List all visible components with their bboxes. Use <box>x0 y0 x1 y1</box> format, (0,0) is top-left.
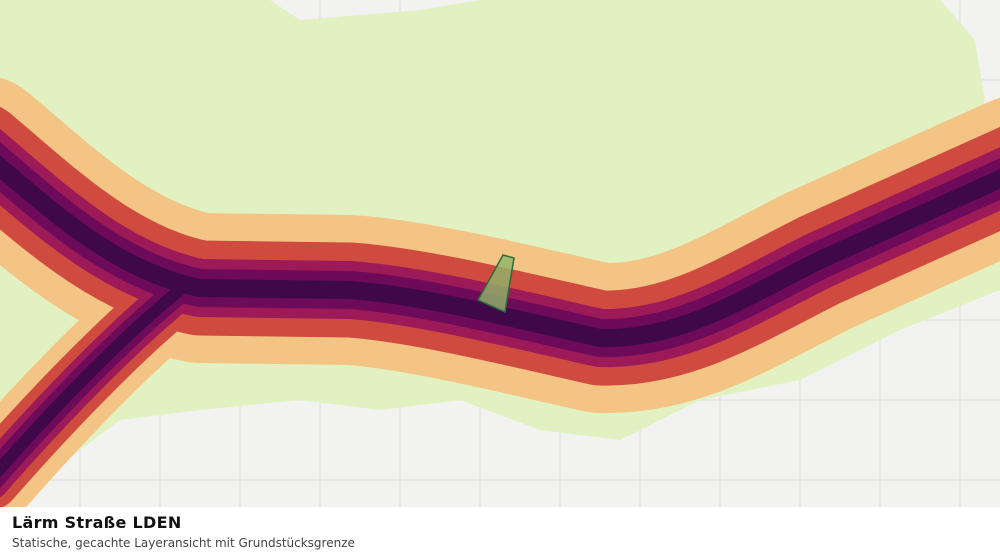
map-title: Lärm Straße LDEN <box>12 513 182 532</box>
map-subtitle: Statische, gecachte Layeransicht mit Gru… <box>12 536 355 550</box>
noise-bands <box>0 77 1000 507</box>
parcel-boundary <box>476 254 515 314</box>
noise-map <box>0 0 1000 507</box>
caption: Lärm Straße LDEN Statische, gecachte Lay… <box>12 513 355 550</box>
